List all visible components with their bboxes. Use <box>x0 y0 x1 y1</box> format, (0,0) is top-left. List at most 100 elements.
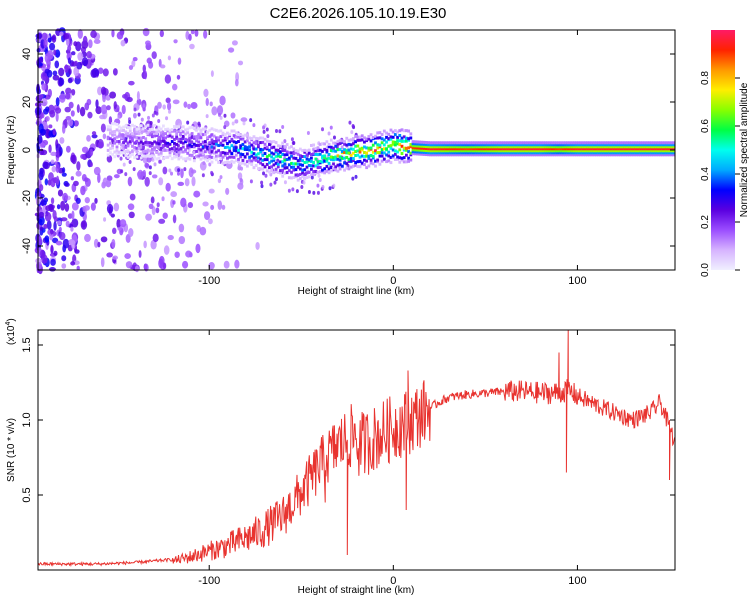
spectrogram-ridge-cell <box>376 158 380 162</box>
spectrogram-ridge-cell <box>625 153 629 157</box>
spectrogram-ridge-cell <box>316 149 320 153</box>
spectrogram-ridge-cell <box>557 143 561 147</box>
spectrogram-ridge-cell <box>334 165 338 169</box>
spectrogram-ridge-cell <box>462 141 466 145</box>
spectrogram-ridge-cell <box>636 151 640 155</box>
spectrogram-noise-blob <box>70 226 74 232</box>
spectrogram-ridge-cell <box>393 152 397 156</box>
spectrogram-ridge-cell <box>111 153 114 157</box>
spectrogram-ridge-cell <box>513 151 517 155</box>
spectrogram-ridge-cell <box>210 145 214 149</box>
spectrogram-ridge-cell <box>294 168 298 172</box>
spectrogram-ridge-cell <box>117 141 121 145</box>
spectrogram-ridge-cell <box>575 141 578 145</box>
spectrogram-ridge-cell <box>614 143 618 147</box>
spectrogram-ridge-cell <box>636 149 640 153</box>
spectrogram-ridge-cell <box>548 145 552 149</box>
spectrogram-noise-blob <box>174 251 180 258</box>
spectrogram-noise-blob <box>60 200 66 211</box>
spectrogram-ridge-cell <box>506 151 510 155</box>
spectrogram-ridge-cell <box>553 149 556 153</box>
spectrogram-ridge-cell <box>398 139 402 143</box>
spectrogram-noise-blob <box>113 101 117 110</box>
spectrogram-ridge-cell <box>161 139 165 143</box>
spectrogram-noise-blob <box>221 204 226 210</box>
spectrogram-ridge-cell <box>632 151 636 155</box>
spectrogram-ridge-cell <box>504 147 508 151</box>
spectrogram-noise-blob <box>227 47 235 53</box>
spectrogram-noise-blob <box>274 129 278 134</box>
spectrogram-ridge-cell <box>113 137 117 141</box>
spectrogram-ridge-cell <box>473 153 477 157</box>
spectrogram-ridge-cell <box>305 165 309 169</box>
spectrogram-ridge-cell <box>416 144 419 148</box>
spectrogram-ridge-cell <box>661 151 665 155</box>
spectrogram-ridge-cell <box>513 145 517 149</box>
colorbar: 0.00.20.40.60.8 Normalized spectral ampl… <box>700 30 750 277</box>
spectrogram-ridge-cell <box>237 140 240 144</box>
spectrogram-noise-blob <box>97 67 104 74</box>
spectrogram-ridge-cell <box>303 155 307 159</box>
snr-panel: -100 0 100 0.51.01.5 Height of straight li… <box>5 318 676 596</box>
spectrogram-ridge-cell <box>221 155 225 159</box>
spectrogram-ridge-cell <box>170 149 174 153</box>
spectrogram-ridge-cell <box>444 141 448 145</box>
spectrogram-ridge-cell <box>422 142 426 146</box>
spectrogram-ridge-cell <box>111 146 114 150</box>
spectrogram-ridge-cell <box>113 150 117 154</box>
spectrogram-noise-blob <box>70 154 76 163</box>
spectrogram-noise-blob <box>48 124 53 129</box>
spectrogram-ridge-cell <box>128 154 132 158</box>
spectrogram-noise-blob <box>90 30 97 39</box>
spectrogram-ridge-cell <box>159 134 163 138</box>
spectrogram-ridge-cell <box>243 147 247 151</box>
spectrogram-ridge-cell <box>612 145 616 149</box>
spectrogram-ridge-cell <box>270 146 274 150</box>
spectrogram-ridge-cell <box>469 149 472 153</box>
spectrogram-ridge-cell <box>122 144 126 148</box>
spectrogram-ridge-cell <box>113 141 117 145</box>
snr-x-label: Height of straight line (km) <box>298 585 415 596</box>
spectrogram-noise-blob <box>311 147 315 152</box>
spectrogram-ridge-cell <box>625 141 629 145</box>
spectrogram-noise-blob <box>109 91 117 99</box>
spectrogram-ridge-cell <box>491 149 494 153</box>
spectrogram-x-ticks: -100 0 100 <box>198 30 587 287</box>
spectrogram-noise-blob <box>59 137 65 144</box>
spectrogram-noise-blob <box>237 60 244 66</box>
spectrogram-noise-blob <box>52 70 58 76</box>
spectrogram-ridge-cell <box>544 141 547 145</box>
spectrogram-ridge-cell <box>453 149 457 153</box>
spectrogram-ridge-cell <box>157 129 161 133</box>
spectrogram-ridge-cell <box>184 137 187 141</box>
spectrogram-noise-blob <box>172 99 180 105</box>
spectrogram-ridge-cell <box>281 160 285 164</box>
spectrogram-noise-blob <box>106 105 111 111</box>
spectrogram-noise-blob <box>86 134 91 142</box>
spectrogram-ridge-cell <box>480 147 483 151</box>
spectrogram-ridge-cell <box>537 153 541 157</box>
spectrogram-ridge-cell <box>371 150 375 154</box>
spectrogram-ridge-cell <box>628 141 631 145</box>
spectrogram-ridge-cell <box>438 141 441 145</box>
spectrogram-ridge-cell <box>378 131 382 135</box>
spectrogram-ridge-cell <box>553 143 556 147</box>
spectrogram-ridge-cell <box>259 161 262 165</box>
spectrogram-ridge-cell <box>506 147 510 151</box>
spectrogram-ridge-cell <box>338 148 342 152</box>
spectrogram-noise-blob <box>321 127 325 132</box>
spectrogram-ridge-cell <box>270 159 274 163</box>
spectrogram-ridge-cell <box>460 147 464 151</box>
spectrogram-ridge-cell <box>477 141 481 145</box>
spectrogram-noise-blob <box>190 101 198 109</box>
spectrogram-ridge-cell <box>398 143 402 147</box>
spectrogram-ridge-cell <box>488 145 492 149</box>
spectrogram-ridge-cell <box>502 145 506 149</box>
spectrogram-ridge-cell <box>190 144 194 148</box>
spectrogram-ridge-cell <box>268 148 271 152</box>
spectrogram-ridge-cell <box>661 143 665 147</box>
spectrogram-ridge-cell <box>475 149 479 153</box>
spectrogram-ridge-cell <box>265 145 269 149</box>
spectrogram-ridge-cell <box>380 151 384 155</box>
spectrogram-ridge-cell <box>261 136 265 140</box>
